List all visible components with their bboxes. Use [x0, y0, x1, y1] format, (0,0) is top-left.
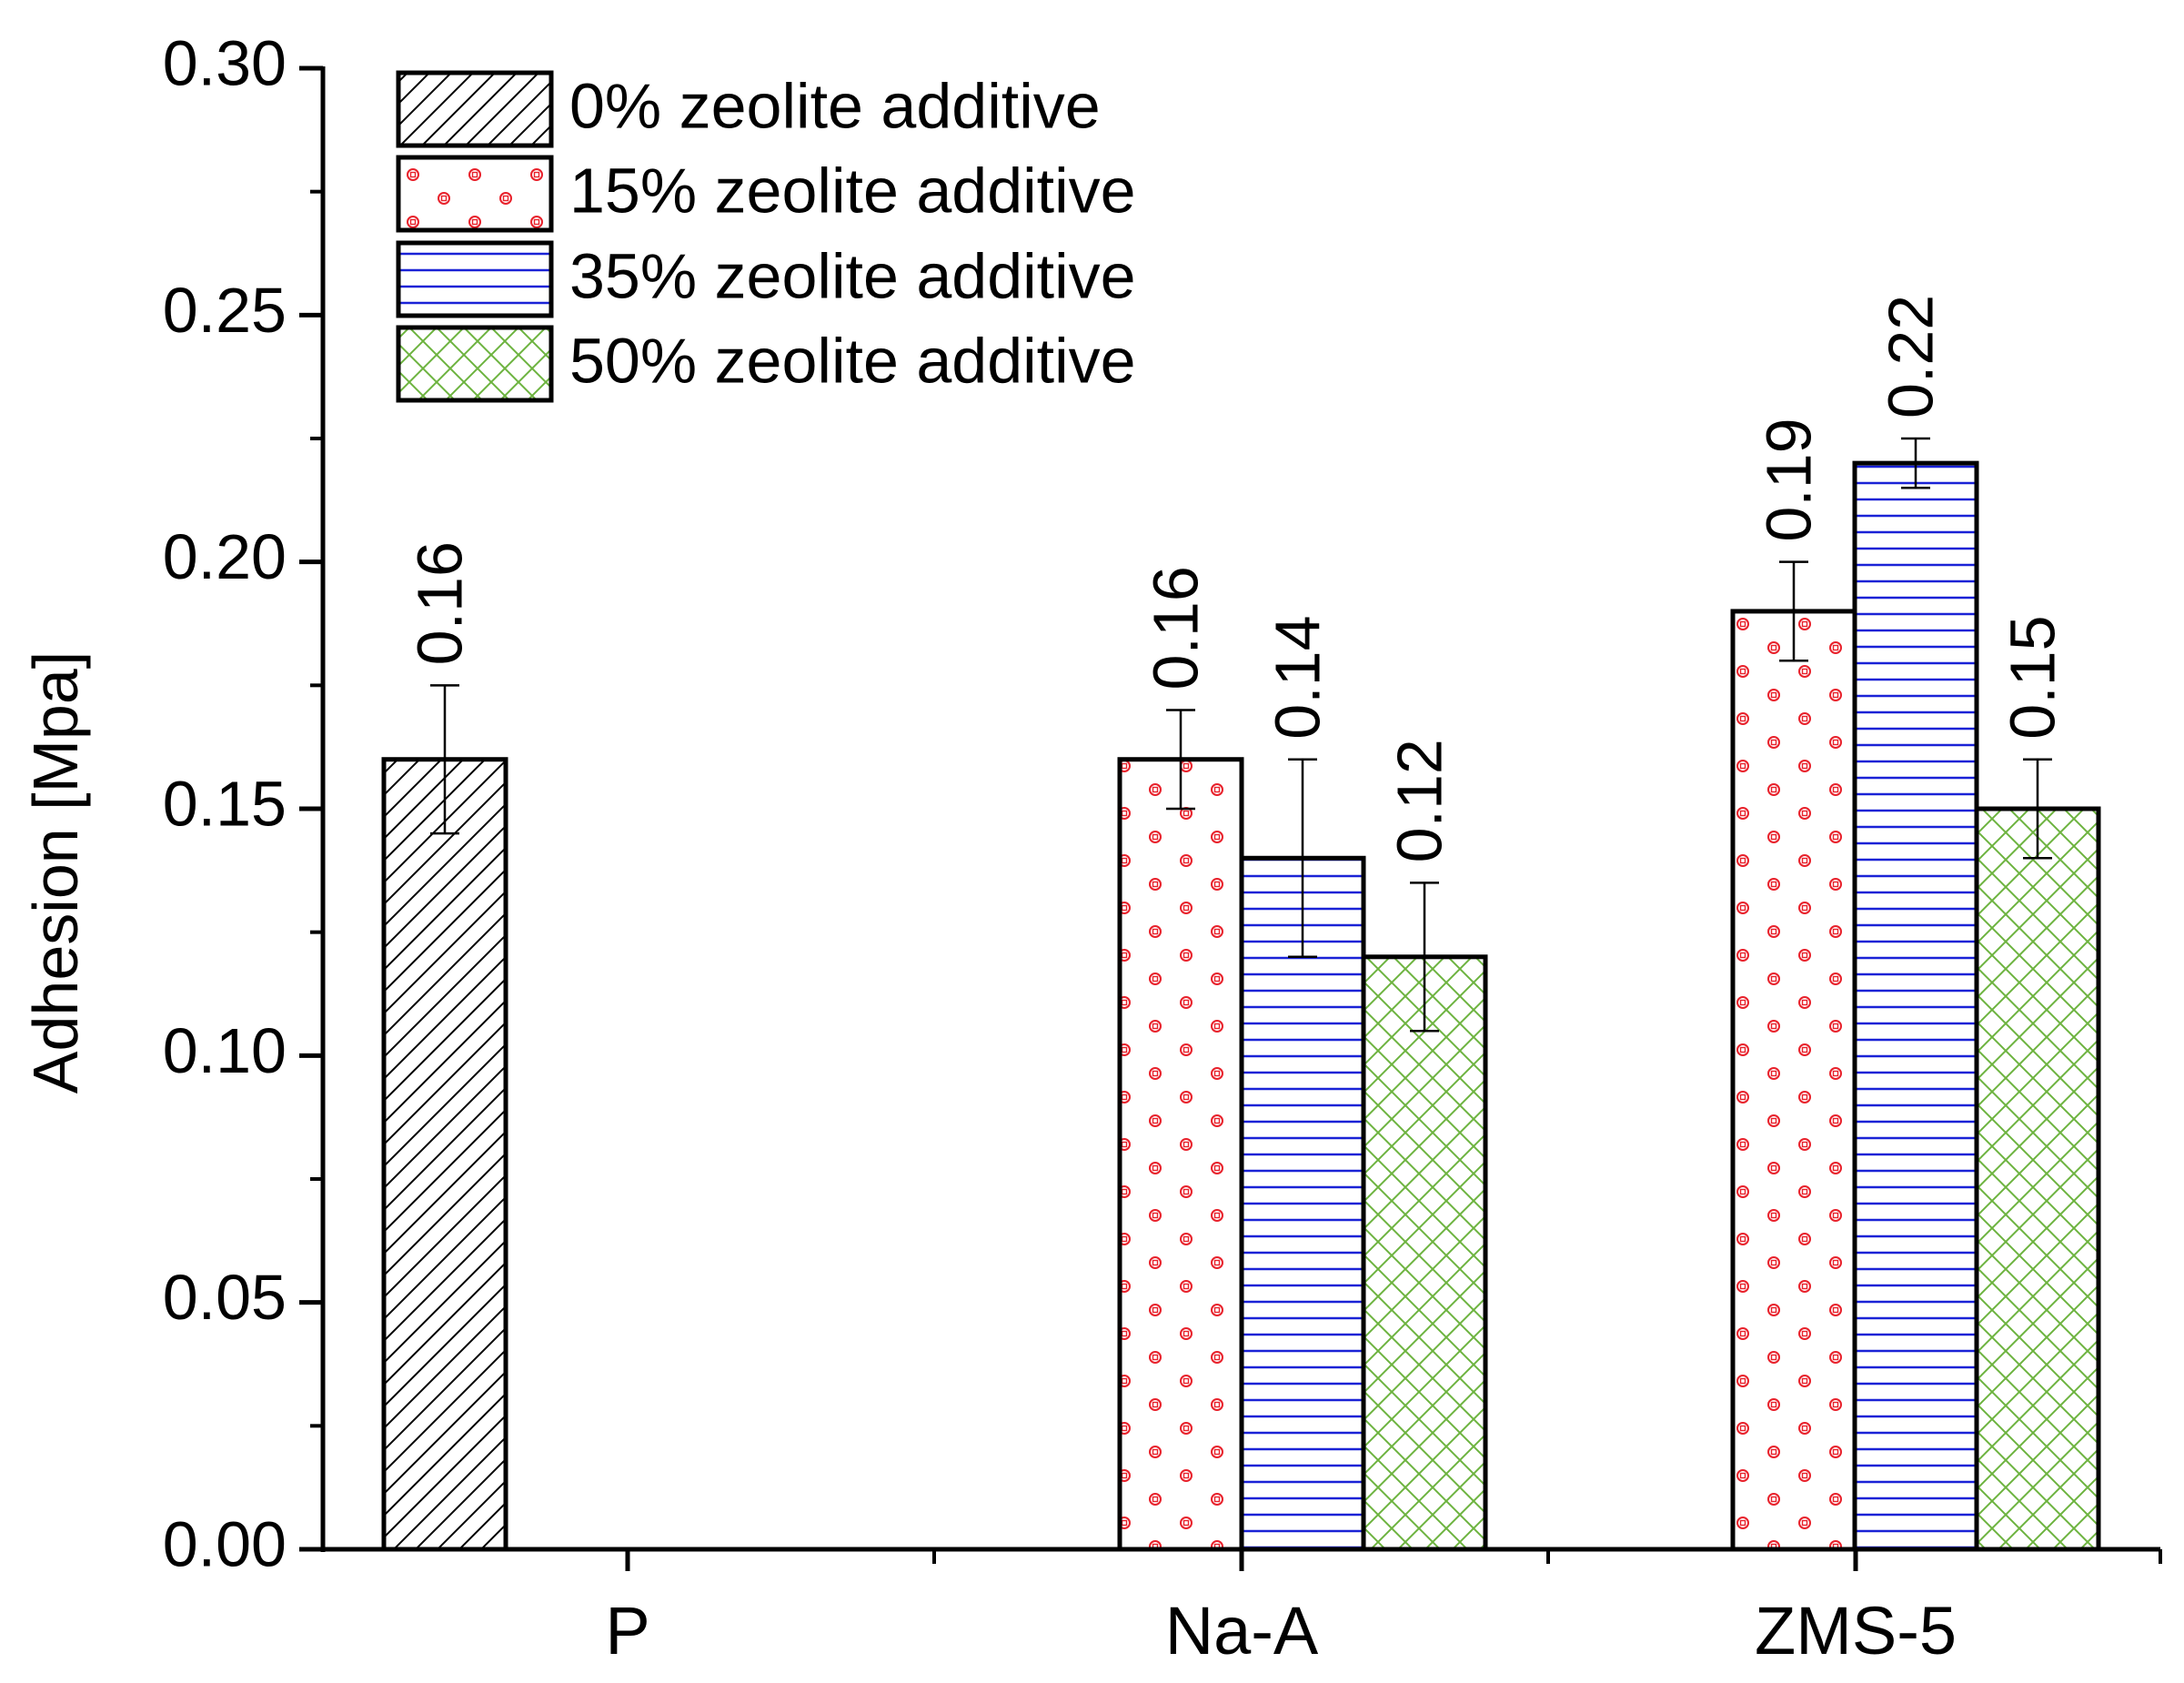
- legend-label-35pct: 35% zeolite additive: [569, 240, 1136, 311]
- y-tick-label: 0.30: [163, 27, 287, 98]
- legend-swatch-0pct: [396, 70, 554, 148]
- y-tick-label: 0.10: [163, 1015, 287, 1086]
- y-tick-label: 0.25: [163, 275, 287, 346]
- y-tick-label: 0.15: [163, 768, 287, 839]
- y-tick-label: 0.05: [163, 1262, 287, 1333]
- legend-item-50pct: 50% zeolite additive: [396, 325, 1136, 403]
- legend-swatch-15pct: [396, 155, 554, 233]
- y-axis-title: Adhesion [Mpa]: [20, 651, 91, 1093]
- value-label-zms-5-15pct: 0.19: [1753, 418, 1824, 541]
- error-bar-zms-5-35pct: [1901, 437, 1930, 489]
- error-bars-group: [430, 437, 2052, 1033]
- x-tick-label: Na-A: [1165, 1593, 1319, 1668]
- legend-item-0pct: 0% zeolite additive: [396, 70, 1101, 148]
- x-tick-label: P: [605, 1593, 649, 1668]
- bar-p-0pct: [381, 757, 508, 1552]
- value-label-na-a-35pct: 0.14: [1262, 615, 1333, 739]
- bar-zms-5-15pct: [1730, 609, 1857, 1552]
- bar-zms-5-35pct: [1852, 460, 1979, 1552]
- y-tick-label: 0.00: [163, 1508, 287, 1579]
- error-bar-zms-5-15pct: [1779, 560, 1808, 662]
- value-label-zms-5-35pct: 0.22: [1875, 295, 1946, 418]
- error-bar-na-a-15pct: [1166, 709, 1195, 811]
- bar-na-a-15pct: [1117, 757, 1244, 1552]
- bar-na-a-50pct: [1361, 954, 1488, 1552]
- x-tick-label: ZMS-5: [1755, 1593, 1957, 1668]
- bar-na-a-35pct: [1239, 855, 1366, 1552]
- error-bar-zms-5-50pct: [2023, 758, 2052, 860]
- value-labels-group: 0.16 0.16 0.19 0.14 0.22 0.12 0.15: [404, 295, 2068, 863]
- legend-item-15pct: 15% zeolite additive: [396, 155, 1136, 233]
- legend-swatch-35pct: [396, 240, 554, 318]
- error-bar-p-0pct: [430, 684, 459, 835]
- bar-zms-5-50pct: [1974, 806, 2101, 1552]
- value-label-zms-5-50pct: 0.15: [1997, 615, 2068, 739]
- error-bar-na-a-35pct: [1288, 758, 1317, 959]
- legend-label-0pct: 0% zeolite additive: [569, 70, 1101, 141]
- legend-swatch-50pct: [396, 325, 554, 403]
- bars-group: [381, 460, 2101, 1552]
- legend-label-50pct: 50% zeolite additive: [569, 325, 1136, 396]
- error-bar-na-a-50pct: [1410, 882, 1439, 1033]
- value-label-na-a-15pct: 0.16: [1140, 566, 1211, 690]
- legend: 0% zeolite additive 15% zeolite additive 3…: [396, 70, 1136, 403]
- y-tick-label: 0.20: [163, 521, 287, 592]
- legend-label-15pct: 15% zeolite additive: [569, 155, 1136, 226]
- axes-group: 0.00 0.05 0.10 0.15 0.20 0.25 0.30 P Na-A ZMS-5 Ad…: [20, 27, 2162, 1668]
- value-label-na-a-50pct: 0.12: [1384, 739, 1454, 862]
- value-label-p-0pct: 0.16: [404, 541, 475, 665]
- legend-item-35pct: 35% zeolite additive: [396, 240, 1136, 318]
